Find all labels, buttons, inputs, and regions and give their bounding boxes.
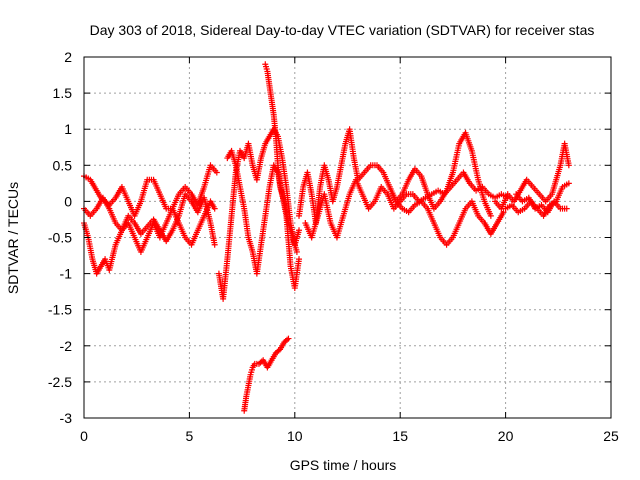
series-track-11 (492, 140, 572, 212)
chart-title: Day 303 of 2018, Sidereal Day-to-day VTE… (90, 22, 595, 38)
data-point (296, 227, 303, 234)
y-tick-label: -2 (60, 338, 73, 354)
y-tick-label: 2 (64, 49, 72, 65)
x-tick-label: 0 (80, 428, 88, 444)
axis-ticks: 0 5 10 15 20 25 -3 -2.5 -2 -1.5 -1 -0.5 0 0.5 1 1.5 2 (48, 49, 619, 444)
y-tick-label: -0.5 (48, 230, 72, 246)
y-tick-label: 0.5 (53, 157, 73, 173)
y-tick-label: -1.5 (48, 302, 72, 318)
data-point (487, 212, 494, 219)
y-axis-label: SDTVAR / TECUs (5, 182, 21, 294)
series-track-13 (513, 191, 570, 216)
data-marks (81, 61, 572, 414)
data-point (565, 162, 572, 169)
y-tick-label: -3 (60, 410, 73, 426)
series-track-6 (262, 61, 300, 255)
y-tick-label: -2.5 (48, 374, 72, 390)
y-tick-label: -1 (60, 266, 73, 282)
series-track-3 (81, 191, 218, 277)
x-tick-label: 5 (186, 428, 194, 444)
series-track-7 (241, 335, 292, 414)
data-point (500, 209, 507, 216)
data-point (293, 248, 300, 255)
data-point (213, 169, 220, 176)
series-track-8 (296, 126, 494, 227)
series-track-10 (386, 183, 507, 248)
x-tick-label: 10 (287, 428, 303, 444)
series-track-1 (81, 162, 220, 219)
data-point (211, 241, 218, 248)
x-tick-label: 15 (392, 428, 408, 444)
grid (84, 57, 611, 418)
data-point (565, 180, 572, 187)
y-tick-label: 1.5 (53, 85, 73, 101)
data-point (296, 256, 303, 263)
x-tick-label: 20 (498, 428, 514, 444)
x-axis-label: GPS time / hours (290, 457, 397, 473)
data-point (563, 205, 570, 212)
series-track-2 (81, 194, 218, 255)
y-tick-label: 1 (64, 121, 72, 137)
x-tick-label: 25 (603, 428, 619, 444)
y-tick-label: 0 (64, 193, 72, 209)
data-point (211, 205, 218, 212)
data-point (285, 335, 292, 342)
